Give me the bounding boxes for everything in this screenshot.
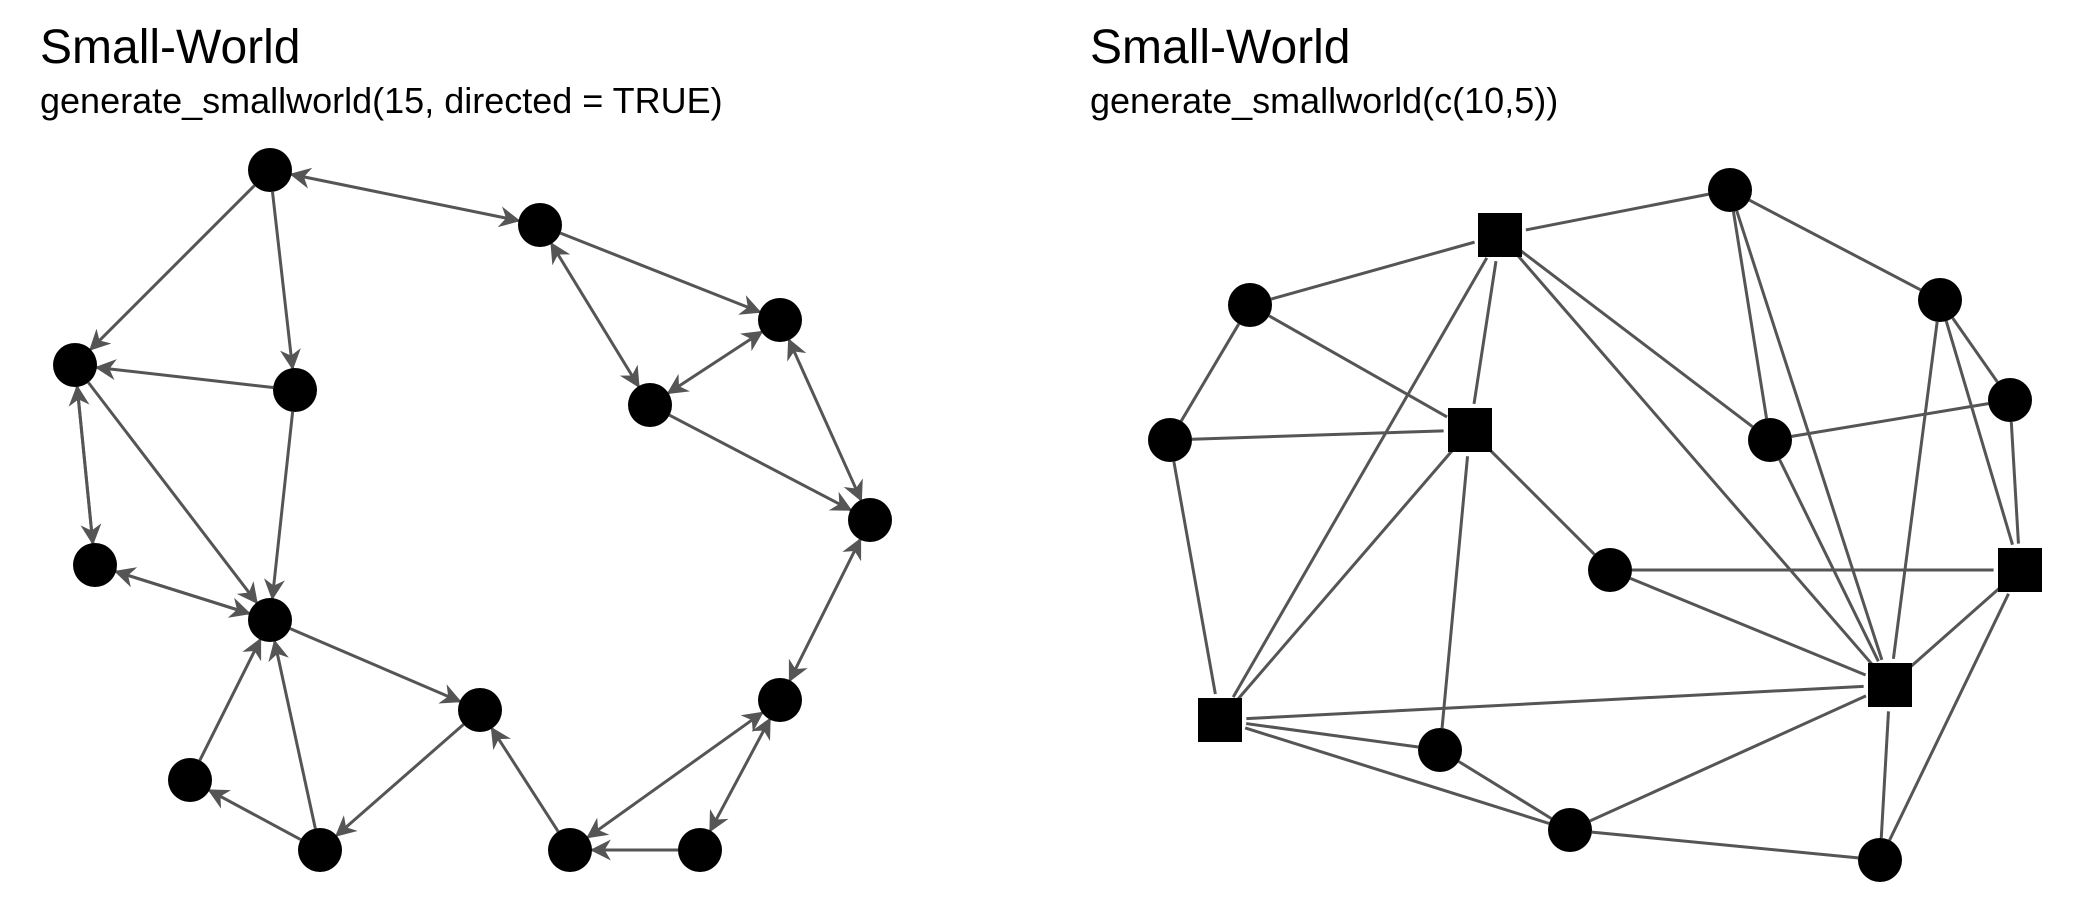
graph-node-circle bbox=[1548, 808, 1592, 852]
graph-node-circle bbox=[73, 543, 117, 587]
graph-edge bbox=[1237, 450, 1453, 700]
graph-node-circle bbox=[1588, 548, 1632, 592]
panel-left: Small-World generate_smallworld(15, dire… bbox=[0, 0, 1050, 900]
panel-right-title: Small-World bbox=[1090, 20, 1350, 75]
graph-node-circle bbox=[518, 203, 562, 247]
graph-edge bbox=[1881, 711, 1888, 838]
graph-edge bbox=[1890, 594, 2009, 840]
graph-edge bbox=[200, 640, 260, 761]
graph-node-circle bbox=[248, 598, 292, 642]
panel-left-subtitle: generate_smallworld(15, directed = TRUE) bbox=[40, 80, 723, 122]
graph-node-circle bbox=[1918, 278, 1962, 322]
graph-edge bbox=[1442, 456, 1467, 728]
graph-edge bbox=[77, 387, 93, 543]
graph-node-square bbox=[1478, 213, 1522, 257]
graph-edge bbox=[275, 641, 316, 828]
graph-edge bbox=[1474, 261, 1496, 404]
graph-node-circle bbox=[168, 758, 212, 802]
graph-node-square bbox=[1198, 698, 1242, 742]
graph-edge bbox=[1269, 316, 1447, 417]
graph-node-circle bbox=[758, 298, 802, 342]
graph-edge bbox=[1489, 449, 1595, 555]
graph-node-circle bbox=[678, 828, 722, 872]
graph-node-circle bbox=[1748, 418, 1792, 462]
graph-edge bbox=[710, 719, 769, 830]
figure-container: Small-World generate_smallworld(15, dire… bbox=[0, 0, 2100, 900]
graph-edge bbox=[668, 332, 761, 393]
graph-edge bbox=[1181, 324, 1239, 421]
panel-right: Small-World generate_smallworld(c(10,5)) bbox=[1050, 0, 2100, 900]
graph-edge bbox=[2011, 422, 2018, 544]
graph-node-square bbox=[1998, 548, 2042, 592]
graph-edge bbox=[1910, 587, 2000, 667]
graph-edge bbox=[209, 790, 300, 839]
graph-node-square bbox=[1448, 408, 1492, 452]
graph-node-circle bbox=[458, 688, 502, 732]
graph-edge bbox=[1590, 696, 1866, 821]
graph-edge bbox=[1592, 832, 1858, 858]
graph-edge bbox=[1893, 322, 1937, 659]
graph-edge bbox=[1233, 258, 1487, 697]
graph-edge bbox=[91, 186, 255, 350]
panel-left-title: Small-World bbox=[40, 20, 300, 75]
graph-edge bbox=[1245, 728, 1549, 823]
graph-edge bbox=[1192, 431, 1444, 439]
graph-edge bbox=[1749, 200, 1920, 290]
network-graph-right bbox=[1050, 130, 2100, 900]
graph-edge bbox=[272, 412, 292, 598]
graph-edge bbox=[1174, 462, 1215, 694]
graph-node-circle bbox=[548, 828, 592, 872]
graph-edge bbox=[290, 629, 460, 702]
graph-edge bbox=[1526, 194, 1709, 230]
graph-edge bbox=[1953, 318, 1998, 382]
graph-node-circle bbox=[1858, 838, 1902, 882]
graph-node-circle bbox=[628, 383, 672, 427]
graph-edge bbox=[97, 367, 273, 387]
graph-edge bbox=[588, 713, 762, 837]
graph-edge bbox=[789, 340, 861, 500]
graph-edge bbox=[551, 244, 638, 386]
graph-edge bbox=[1733, 212, 1766, 419]
graph-node-circle bbox=[1228, 283, 1272, 327]
graph-edge bbox=[492, 729, 558, 832]
graph-edge bbox=[1780, 460, 1879, 662]
graph-node-square bbox=[1868, 663, 1912, 707]
graph-node-circle bbox=[848, 498, 892, 542]
graph-edge bbox=[560, 233, 759, 312]
graph-edge bbox=[292, 174, 519, 220]
graph-edge bbox=[272, 192, 292, 368]
graph-node-circle bbox=[1708, 168, 1752, 212]
graph-node-circle bbox=[248, 148, 292, 192]
graph-edge bbox=[669, 415, 850, 510]
graph-edge bbox=[337, 724, 464, 835]
graph-edge bbox=[1792, 404, 1989, 437]
graph-edge bbox=[790, 540, 860, 681]
graph-edge bbox=[116, 572, 249, 614]
panel-right-subtitle: generate_smallworld(c(10,5)) bbox=[1090, 80, 1558, 122]
graph-edge bbox=[1521, 251, 1752, 427]
graph-node-circle bbox=[1418, 728, 1462, 772]
graph-node-circle bbox=[758, 678, 802, 722]
graph-node-circle bbox=[298, 828, 342, 872]
graph-node-circle bbox=[1988, 378, 2032, 422]
graph-node-circle bbox=[1148, 418, 1192, 462]
graph-edge bbox=[1271, 242, 1474, 299]
network-graph-left bbox=[0, 130, 1050, 900]
graph-edge bbox=[1630, 578, 1865, 675]
graph-edge bbox=[1246, 686, 1863, 718]
graph-node-circle bbox=[53, 343, 97, 387]
graph-node-circle bbox=[273, 368, 317, 412]
